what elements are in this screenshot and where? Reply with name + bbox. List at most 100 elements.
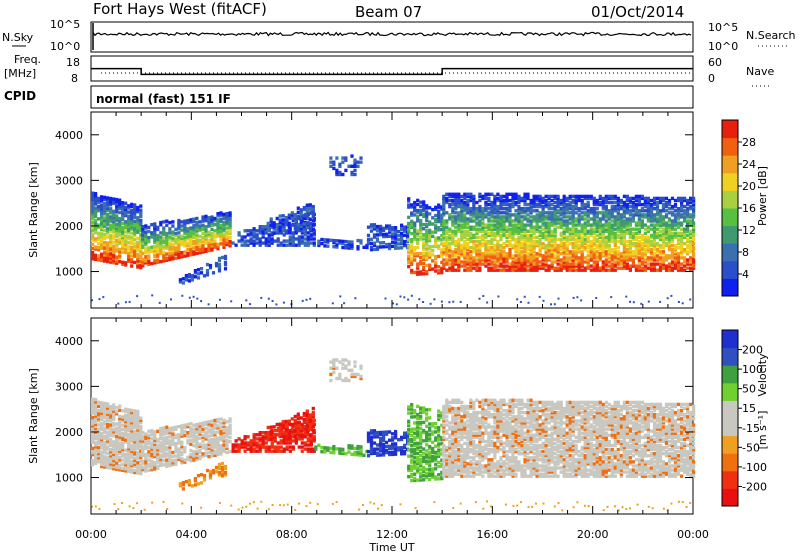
echo-cell <box>454 192 458 196</box>
echo-cell <box>541 264 545 268</box>
echo-cell <box>634 204 638 209</box>
echo-cell <box>243 243 247 247</box>
echo-cell <box>661 256 666 260</box>
echo-cell <box>622 237 626 242</box>
echo-cell <box>658 252 663 256</box>
echo-cell <box>124 246 128 251</box>
echo-cell <box>186 227 190 231</box>
echo-cell <box>604 258 608 262</box>
echo-cell <box>100 226 104 230</box>
echo-cell <box>118 241 122 245</box>
echo-cell <box>595 233 599 238</box>
echo-cell <box>686 243 690 248</box>
echo-cell <box>529 268 533 272</box>
echo-cell <box>622 204 626 209</box>
echo-cell <box>261 241 265 245</box>
echo-cell <box>147 248 151 252</box>
echo-cell <box>589 223 593 227</box>
echo-cell <box>133 440 137 444</box>
echo-cell <box>109 244 113 248</box>
echo-cell <box>445 241 449 246</box>
echo-cell <box>100 407 104 411</box>
echo-cell <box>300 241 304 245</box>
echo-cell <box>109 219 113 223</box>
echo-cell <box>661 260 666 264</box>
echo-cell <box>174 446 178 450</box>
echo-cell <box>106 251 110 256</box>
echo-cell <box>568 227 572 231</box>
echo-cell <box>222 235 226 239</box>
nave-tick-top: 60 <box>708 56 722 69</box>
echo-cell <box>580 235 584 240</box>
echo-cell <box>199 481 204 485</box>
echo-cell <box>490 223 494 227</box>
echo-cell <box>347 246 351 250</box>
echo-cell <box>282 239 286 243</box>
echo-cell <box>511 227 515 231</box>
echo-cell <box>144 463 148 467</box>
echo-cell <box>661 258 666 262</box>
echo-cell <box>153 244 157 249</box>
echo-cell <box>493 227 497 231</box>
echo-cell <box>144 232 148 236</box>
echo-cell <box>204 437 208 441</box>
echo-cell <box>550 243 554 248</box>
echo-cell <box>115 438 119 443</box>
echo-cell <box>463 213 467 217</box>
echo-cell <box>94 457 98 461</box>
echo-cell <box>168 447 172 451</box>
echo-cell <box>388 226 392 230</box>
echo-cell <box>97 245 101 250</box>
echo-cell <box>365 243 369 248</box>
echo-cell <box>127 251 131 255</box>
echo-cell <box>604 264 608 268</box>
echo-cell <box>419 223 423 227</box>
echo-cell <box>180 224 184 228</box>
echo-cell <box>171 257 175 261</box>
echo-cell <box>610 194 614 199</box>
echo-cell <box>493 204 497 209</box>
echo-cell <box>213 449 217 453</box>
echo-cell <box>619 241 623 246</box>
echo-cell <box>103 426 107 430</box>
echo-cell <box>604 262 608 266</box>
echo-cell <box>508 266 512 270</box>
echo-cell <box>139 224 143 229</box>
echo-cell <box>661 239 666 244</box>
echo-cell <box>91 251 95 255</box>
echo-cell <box>311 223 315 227</box>
echo-cell <box>413 203 417 207</box>
echo-cell <box>156 444 160 448</box>
echo-cell <box>150 459 154 464</box>
echo-cell <box>121 203 125 207</box>
echo-cell <box>514 268 518 272</box>
echo-cell <box>136 411 140 416</box>
echo-cell <box>634 213 638 217</box>
echo-cell <box>478 235 482 240</box>
echo-cell <box>213 235 217 239</box>
echo-cell <box>189 432 193 436</box>
echo-cell <box>332 245 336 249</box>
echo-cell <box>616 204 620 209</box>
echo-cell <box>222 212 226 217</box>
echo-cell <box>216 242 220 247</box>
echo-cell <box>112 458 116 463</box>
echo-cell <box>565 207 569 211</box>
echo-cell <box>649 227 654 231</box>
echo-cell <box>171 232 175 236</box>
echo-cell <box>478 229 482 233</box>
echo-cell <box>94 239 98 243</box>
echo-cell <box>291 241 295 245</box>
echo-cell <box>511 266 515 270</box>
echo-cell <box>219 211 223 215</box>
echo-cell <box>472 248 476 252</box>
echo-cell <box>598 233 602 238</box>
echo-cell <box>457 194 461 199</box>
echo-cell <box>207 422 211 426</box>
echo-cell <box>683 229 687 233</box>
echo-cell <box>91 207 95 212</box>
echo-cell <box>189 448 193 453</box>
echo-cell <box>493 246 497 250</box>
echo-cell <box>293 212 297 217</box>
echo-cell <box>526 256 530 260</box>
